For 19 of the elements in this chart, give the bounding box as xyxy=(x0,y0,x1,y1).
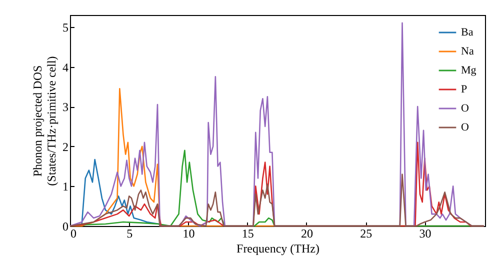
x-tick-label: 25 xyxy=(360,226,372,240)
y-tick-label: 3 xyxy=(62,100,68,114)
x-axis-title: Frequency (THz) xyxy=(236,242,320,256)
legend-label: Mg xyxy=(461,64,477,76)
legend-label: Na xyxy=(461,46,474,58)
x-tick-label: 30 xyxy=(419,226,432,240)
legend-label: P xyxy=(461,84,468,96)
x-tick-label: 20 xyxy=(300,226,313,240)
legend-label: Ba xyxy=(461,26,474,38)
y-tick-label: 2 xyxy=(62,140,68,154)
y-tick-label: 5 xyxy=(62,20,68,34)
y-tick-label: 1 xyxy=(62,180,68,194)
legend-label: O xyxy=(461,122,469,134)
x-tick-label: 10 xyxy=(182,226,195,240)
x-tick-label: 5 xyxy=(126,226,133,240)
legend-label: O xyxy=(461,102,469,114)
x-tick-label: 15 xyxy=(242,226,254,240)
y-tick-label: 4 xyxy=(62,60,68,74)
y-axis-title: Phonon projected DOS (States/THz·primitive cell) xyxy=(30,56,58,186)
